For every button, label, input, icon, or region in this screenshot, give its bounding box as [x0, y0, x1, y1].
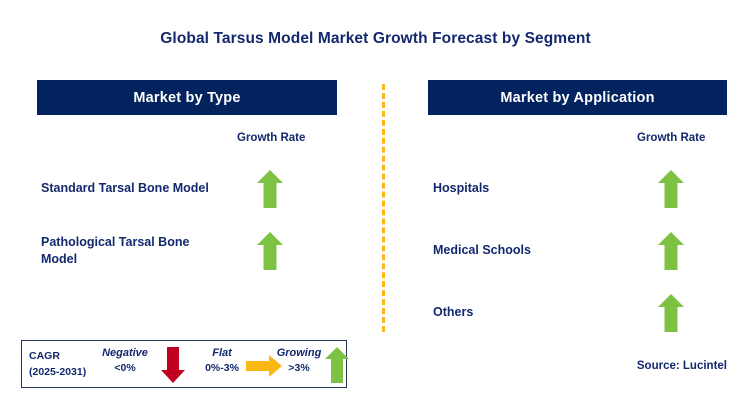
- legend-cagr-title: CAGR (2025-2031): [29, 348, 86, 381]
- legend-item-flat-value: 0%-3%: [205, 362, 239, 374]
- legend-cagr-period: (2025-2031): [29, 366, 87, 379]
- arrow-up-icon: [658, 232, 684, 270]
- segment-rows-left: Standard Tarsal Bone Model Pathological …: [37, 158, 337, 282]
- legend-item-flat: Flat 0%-3%: [194, 347, 250, 374]
- segment-label-medical-schools: Medical Schools: [433, 243, 531, 258]
- legend-item-growing-title: Growing: [276, 347, 322, 359]
- legend-item-growing: Growing >3%: [268, 347, 330, 374]
- source-note: Source: Lucintel: [636, 360, 727, 372]
- arrow-up-icon: [257, 232, 283, 270]
- table-row: Medical Schools: [428, 220, 727, 282]
- legend-item-negative-title: Negative: [102, 347, 148, 359]
- legend-item-flat-title: Flat: [212, 347, 232, 359]
- panel-divider: [382, 84, 385, 332]
- segment-label-pathological-tarsal-bone-model: Pathological Tarsal Bone Model: [41, 234, 190, 266]
- growth-rate-column-label-left: Growth Rate: [237, 132, 306, 144]
- arrow-up-icon: [257, 170, 283, 208]
- segment-rows-right: Hospitals Medical Schools Others: [428, 158, 727, 344]
- arrow-up-icon: [658, 294, 684, 332]
- table-row: Hospitals: [428, 158, 727, 220]
- segment-label-hospitals: Hospitals: [433, 181, 490, 196]
- segment-label-others: Others: [433, 305, 474, 320]
- growth-rate-column-label-right: Growth Rate: [637, 132, 706, 144]
- legend-cagr-scale: CAGR (2025-2031) Negative <0% Flat 0%-3%: [21, 340, 349, 388]
- arrow-up-icon: [325, 347, 349, 383]
- legend-item-negative: Negative <0%: [94, 347, 156, 374]
- table-row: Others: [428, 282, 727, 344]
- legend-item-negative-value: <0%: [114, 362, 136, 374]
- arrow-down-icon: [161, 347, 185, 383]
- panel-header-market-by-application: Market by Application: [428, 80, 727, 115]
- arrow-right-icon: [246, 355, 282, 377]
- legend-cagr-label: CAGR: [29, 350, 60, 362]
- segment-label-standard-tarsal-bone-model: Standard Tarsal Bone Model: [41, 181, 209, 196]
- panel-header-market-by-type: Market by Type: [37, 80, 337, 115]
- panel-market-by-application: Market by Application Growth Rate Hospit…: [428, 80, 727, 332]
- table-row: Standard Tarsal Bone Model: [37, 158, 337, 220]
- page-title: Global Tarsus Model Market Growth Foreca…: [160, 30, 591, 47]
- table-row: Pathological Tarsal Bone Model: [37, 220, 337, 282]
- legend-item-growing-value: >3%: [288, 362, 310, 374]
- arrow-up-icon: [658, 170, 684, 208]
- panel-market-by-type: Market by Type Growth Rate Standard Tars…: [37, 80, 337, 270]
